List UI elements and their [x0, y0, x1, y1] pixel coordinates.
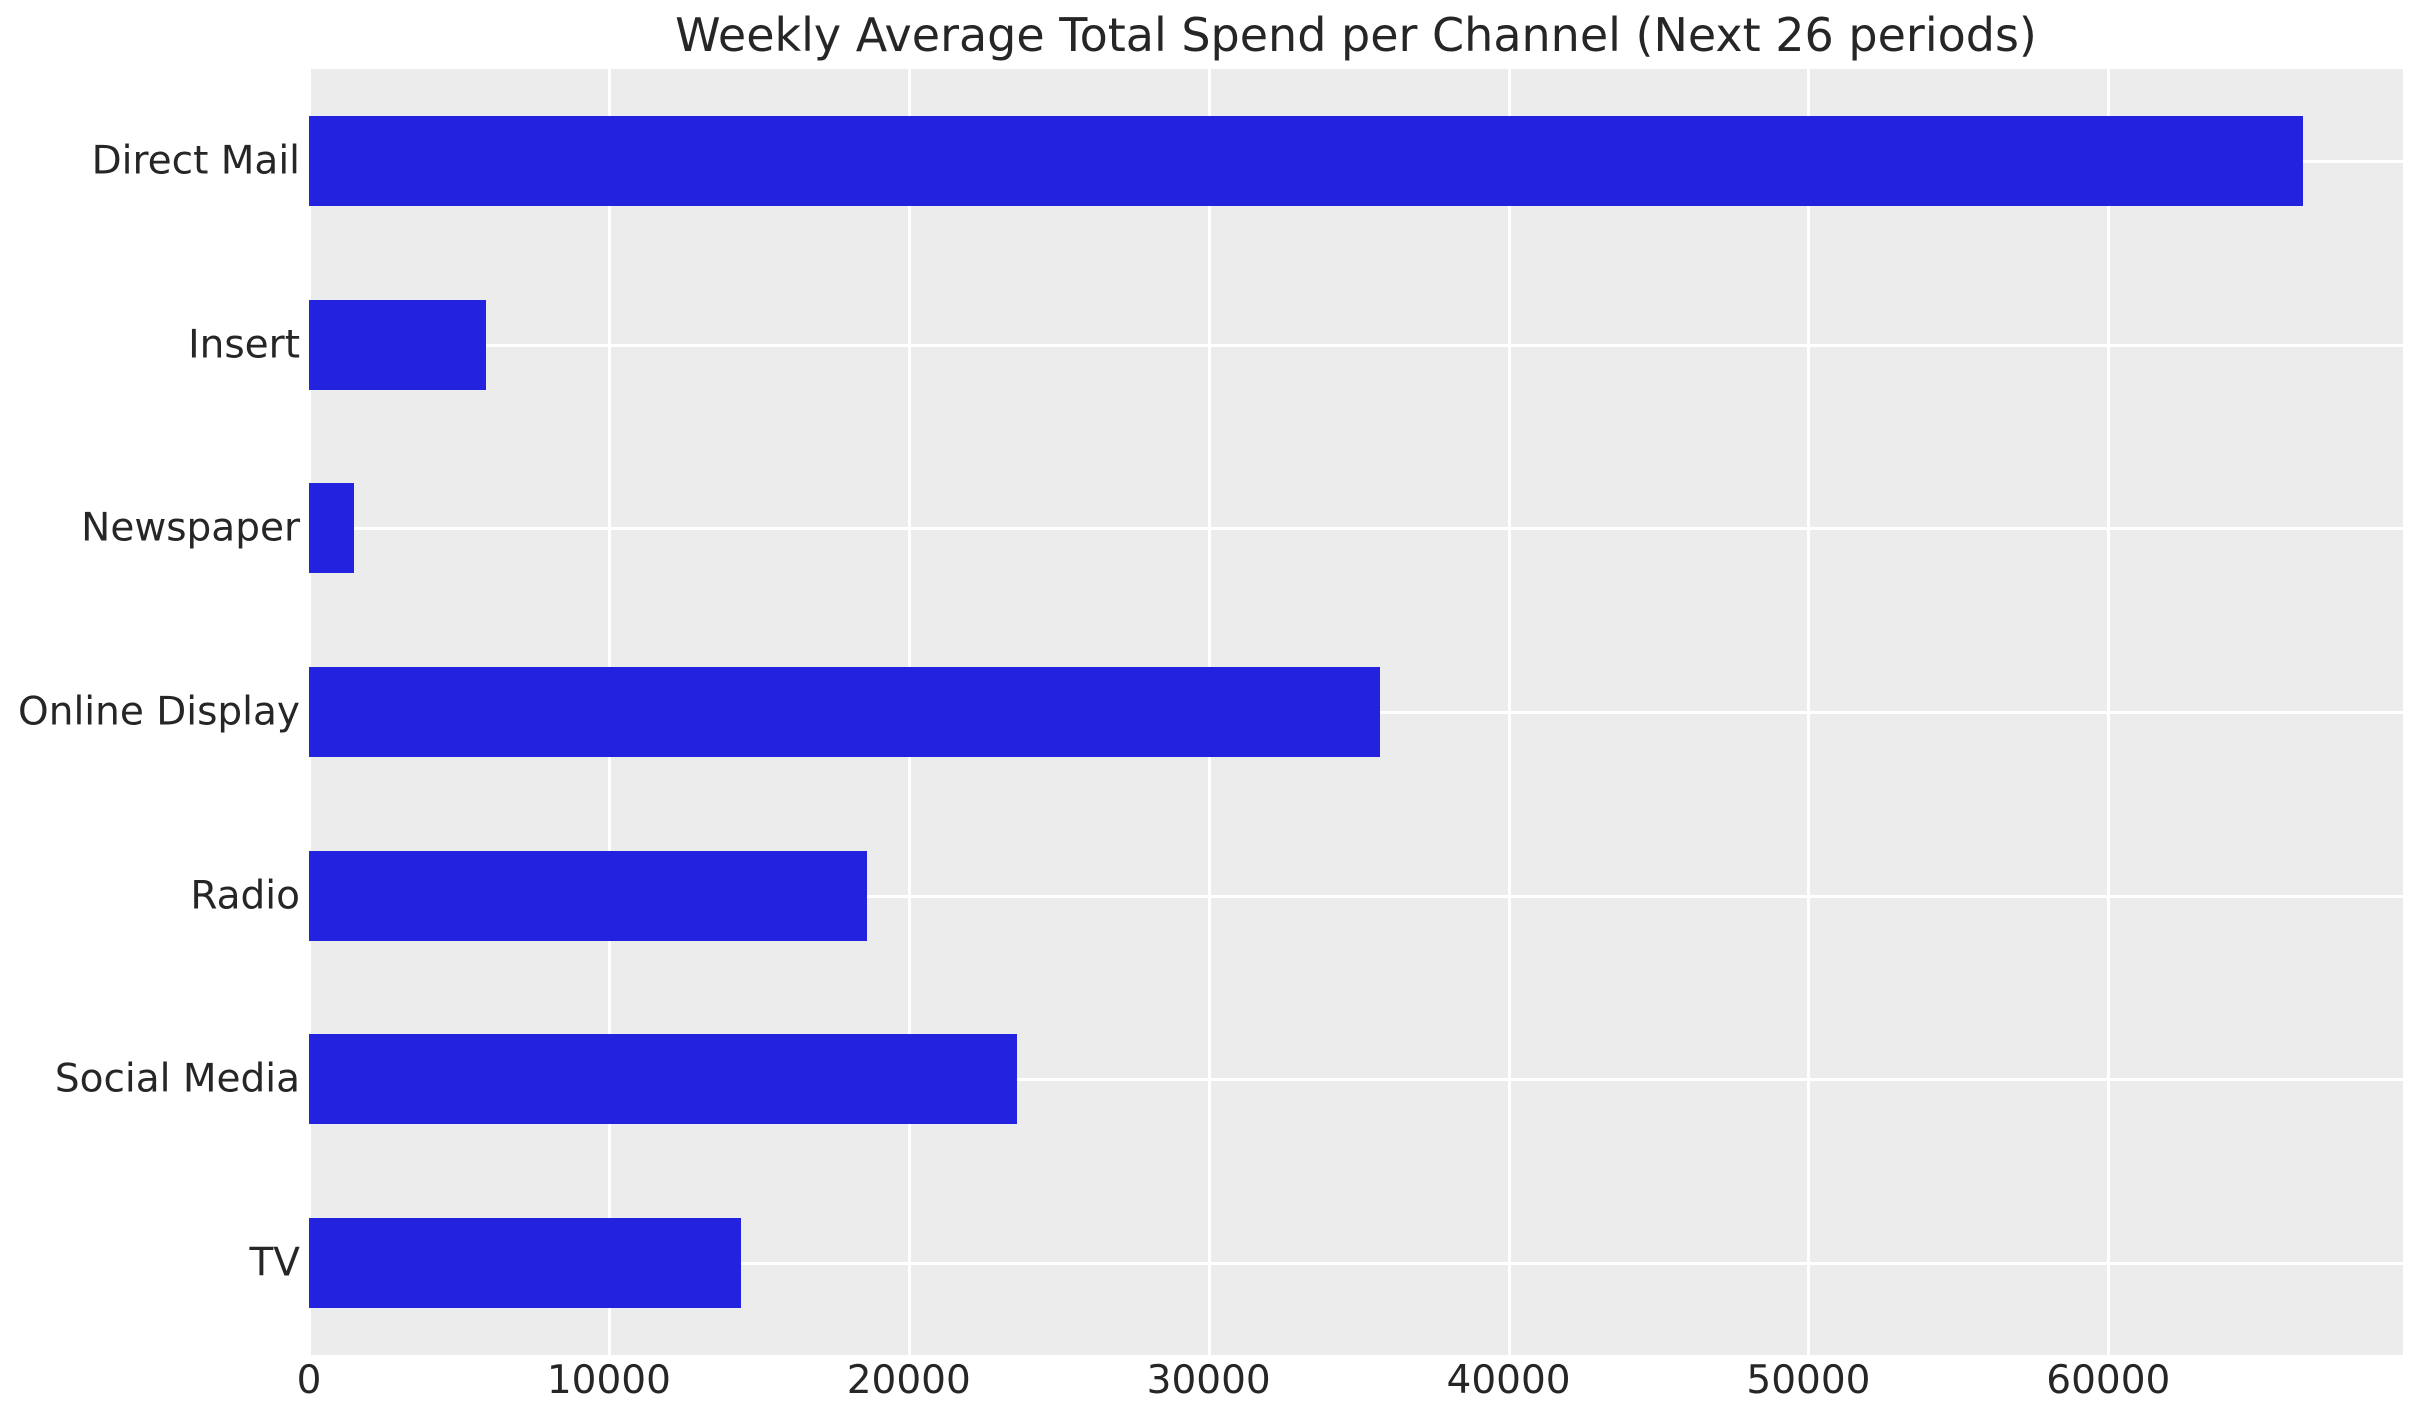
bar-tv	[309, 1218, 741, 1308]
chart-title: Weekly Average Total Spend per Channel (…	[675, 8, 2037, 62]
x-tick-label-10000: 10000	[546, 1358, 671, 1403]
x-tick-label-20000: 20000	[846, 1358, 971, 1403]
bar-newspaper	[309, 483, 354, 573]
bar-direct-mail	[309, 116, 2304, 206]
bar-social-media	[309, 1034, 1017, 1124]
y-tick-label-insert: Insert	[188, 322, 300, 368]
y-tick-label-social-media: Social Media	[54, 1056, 300, 1102]
plot-area	[308, 69, 2403, 1355]
x-tick-label-30000: 30000	[1146, 1358, 1271, 1403]
x-tick-label-0: 0	[296, 1358, 322, 1403]
y-gridline-1	[309, 343, 2403, 347]
y-tick-label-direct-mail: Direct Mail	[91, 138, 300, 184]
x-tick-label-50000: 50000	[1746, 1358, 1871, 1403]
x-tick-label-40000: 40000	[1446, 1358, 1571, 1403]
y-tick-label-tv: TV	[249, 1240, 300, 1286]
y-tick-label-online-display: Online Display	[18, 689, 300, 735]
bar-insert	[309, 300, 486, 390]
y-gridline-4	[309, 894, 2403, 898]
bar-radio	[309, 851, 867, 941]
y-gridline-5	[309, 1078, 2403, 1082]
y-tick-label-newspaper: Newspaper	[81, 505, 300, 551]
x-tick-label-60000: 60000	[2046, 1358, 2171, 1403]
y-gridline-6	[309, 1262, 2403, 1266]
y-gridline-2	[309, 527, 2403, 531]
y-tick-label-radio: Radio	[190, 873, 300, 919]
bar-online-display	[309, 667, 1380, 757]
